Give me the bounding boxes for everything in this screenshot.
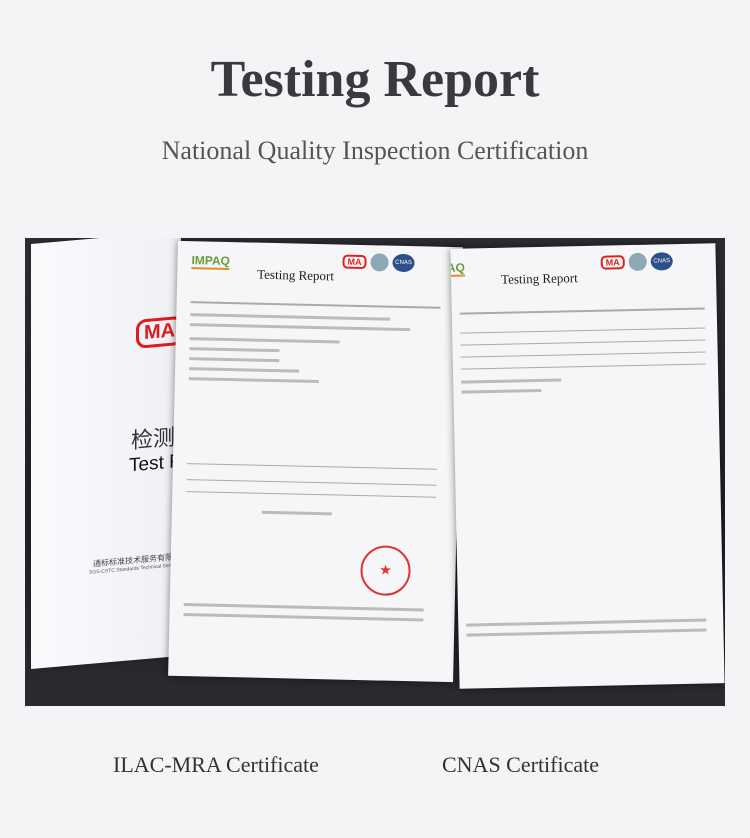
report-cover: MA 检测报 Test Re 通标标准技术服务有限 SGS-CSTC Stand…	[31, 238, 197, 669]
ma-badge: MA	[342, 254, 367, 270]
impaq-logo: IMPAQ	[191, 253, 231, 271]
ma-badge: MA	[600, 255, 625, 270]
table	[460, 363, 706, 370]
table	[460, 339, 706, 346]
table	[186, 491, 437, 498]
text-line	[461, 378, 562, 384]
accreditation-badges: MA CNAS	[600, 252, 673, 272]
text-line	[190, 313, 391, 321]
table	[460, 351, 706, 358]
table	[186, 463, 437, 470]
text-line	[188, 377, 319, 384]
caption-cnas: CNAS Certificate	[442, 752, 600, 777]
cnas-badge: CNAS	[392, 253, 415, 273]
impaq-logo: AQ	[450, 260, 466, 277]
report-title: Testing Report	[257, 266, 335, 284]
text-line	[189, 367, 300, 373]
certificate-display: MA 检测报 Test Re 通标标准技术服务有限 SGS-CSTC Stand…	[25, 238, 725, 706]
report-title: Testing Report	[500, 270, 578, 287]
page-subtitle: National Quality Inspection Certificatio…	[161, 136, 589, 165]
text-line	[190, 323, 411, 332]
seal-icon	[628, 252, 647, 272]
testing-report-cnas: AQ Testing Report MA CNAS	[450, 243, 725, 689]
caption-ilac: ILAC-MRA Certificate	[113, 752, 319, 777]
text-line	[461, 388, 542, 394]
divider	[459, 307, 705, 315]
text-line	[261, 510, 332, 516]
cnas-badge: CNAS	[650, 252, 673, 271]
seal-icon	[370, 253, 389, 272]
footer-line	[466, 618, 707, 627]
footer-line	[183, 613, 424, 622]
text-line	[189, 337, 340, 344]
divider	[190, 301, 441, 309]
text-line	[189, 347, 280, 353]
testing-report-ilac: IMPAQ Testing Report MA CNAS ★	[168, 240, 463, 683]
footer-line	[466, 628, 707, 637]
table	[186, 479, 437, 486]
official-stamp: ★	[359, 545, 412, 597]
table	[460, 327, 706, 334]
footer-line	[183, 603, 424, 612]
accreditation-badges: MA CNAS	[342, 253, 415, 273]
page-title: Testing Report	[210, 51, 540, 108]
text-line	[189, 357, 280, 363]
